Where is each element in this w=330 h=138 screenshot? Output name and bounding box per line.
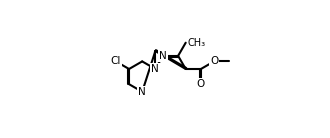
Text: N: N bbox=[138, 87, 146, 97]
Text: Cl: Cl bbox=[111, 56, 121, 66]
Text: CH₃: CH₃ bbox=[188, 38, 206, 48]
Text: O: O bbox=[197, 79, 205, 89]
Text: N: N bbox=[151, 64, 159, 74]
Text: N: N bbox=[159, 51, 167, 61]
Text: O: O bbox=[210, 56, 218, 66]
